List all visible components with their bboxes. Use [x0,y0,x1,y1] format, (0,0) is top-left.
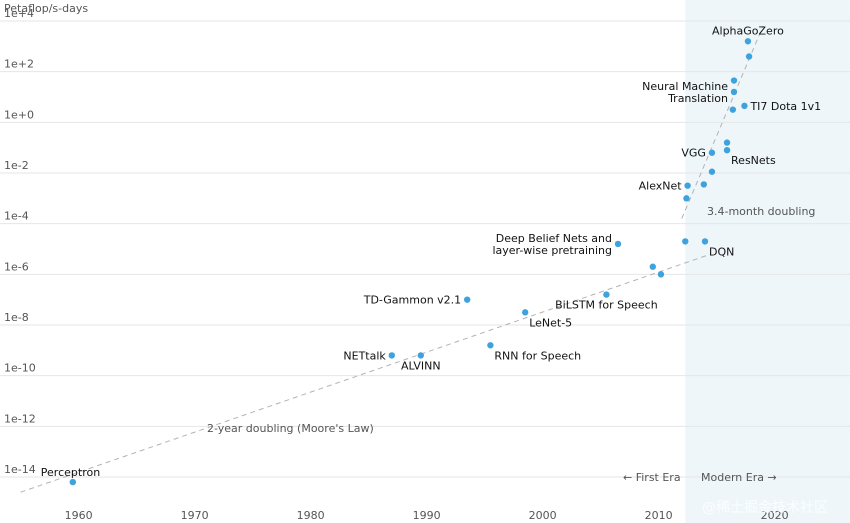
data-point [708,168,716,175]
y-tick-label: 1e-6 [4,260,29,273]
y-tick-label: 1e+0 [4,108,34,121]
x-tick-labels: 1960 1970 1980 1990 2000 2010 2020 [65,509,789,522]
y-axis-label: Petaflop/s-days [4,2,88,15]
point-label: Perceptron [41,466,100,479]
data-point [708,149,716,156]
point-label: AlphaGoZero [712,24,784,37]
x-tick-label: 2020 [761,509,789,522]
moore-law-annotation: 2-year doubling (Moore's Law) [207,422,374,435]
data-point [729,106,737,113]
x-tick-label: 1970 [181,509,209,522]
x-tick-label: 1980 [297,509,325,522]
data-point [684,182,691,189]
point-label: VGG [681,147,706,160]
x-tick-label: 1960 [65,509,93,522]
data-point [649,263,656,270]
y-tick-labels: 1e+4 1e+2 1e+0 1e-2 1e-4 1e-6 1e-8 1e-10 1e-12 1e… [4,7,36,476]
data-point [701,238,709,245]
modern-era-band [685,0,850,523]
data-points [69,38,753,486]
modern-doubling-annotation: 3.4-month doubling [707,205,815,218]
modern-era-annotation: Modern Era → [701,471,777,484]
data-point [417,352,424,359]
data-point [723,139,731,146]
y-tick-label: 1e+4 [4,7,34,20]
y-tick-label: 1e-14 [4,463,36,476]
x-tick-label: 2000 [529,509,557,522]
data-point [723,147,731,154]
data-point [603,291,610,298]
trend-line [20,253,711,493]
point-label: LeNet-5 [529,316,572,329]
point-label: NETtalk [343,349,386,362]
point-label: BiLSTM for Speech [555,299,658,312]
point-labels: Perceptron NETtalk ALVINN TD-Gammon v2.1 RNN… [41,24,821,479]
point-label: Neural Machine Translation [642,80,728,105]
y-tick-label: 1e-8 [4,311,29,324]
data-point [741,102,748,110]
point-label: TD-Gammon v2.1 [363,294,461,307]
data-point [464,296,471,303]
point-label: TI7 Dota 1v1 [749,100,821,113]
y-tick-label: 1e-12 [4,412,36,425]
watermark: @稀土掘金技术社区 [702,500,828,516]
point-label: Deep Belief Nets and layer-wise pretraini… [492,232,612,257]
data-point [745,53,753,60]
data-point [730,77,738,84]
data-point [69,478,77,486]
first-era-annotation: ← First Era [623,471,681,484]
y-tick-label: 1e+2 [4,58,34,71]
data-point [683,195,690,202]
y-tick-label: 1e-10 [4,362,36,375]
point-label: RNN for Speech [494,349,581,362]
point-label: ALVINN [401,359,441,372]
y-tick-label: 1e-2 [4,159,29,172]
data-point [388,352,395,359]
data-point [730,88,738,96]
data-point [682,238,689,245]
point-label: ResNets [731,154,776,167]
data-point [614,240,622,248]
data-point [657,271,665,278]
data-point [522,309,529,316]
data-point [744,38,752,45]
data-point [487,342,494,349]
x-tick-label: 2010 [645,509,673,522]
trend-lines [20,25,764,493]
point-label: DQN [709,245,734,258]
x-tick-label: 1990 [413,509,441,522]
data-point [700,181,708,188]
point-label: AlexNet [639,180,683,193]
y-tick-label: 1e-4 [4,210,29,223]
grid [0,20,850,478]
